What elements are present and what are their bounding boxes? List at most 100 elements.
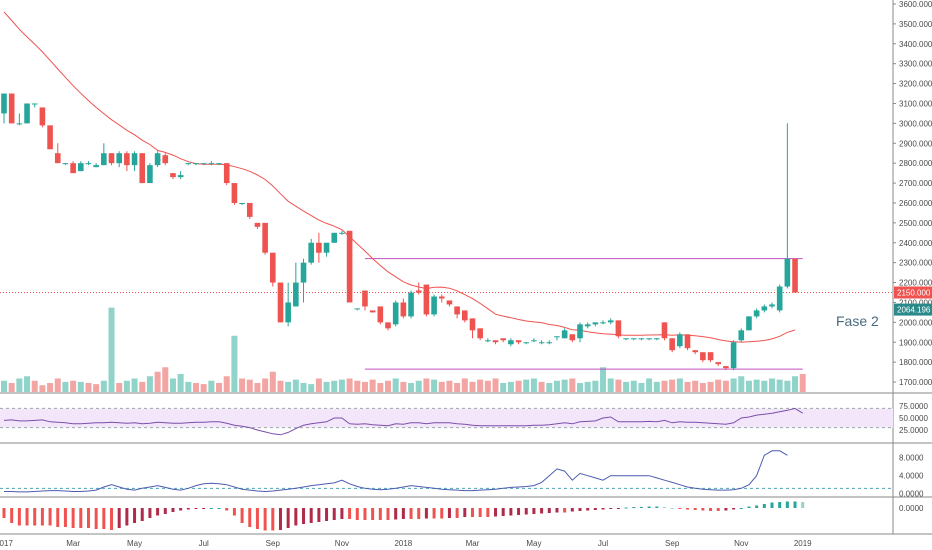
candle-body [769, 304, 775, 307]
histogram-bar [724, 508, 728, 511]
candle-body [47, 125, 53, 150]
volume-bar [500, 383, 507, 392]
histogram-bar [716, 508, 720, 511]
histogram-bar [770, 502, 774, 508]
ind2-tick-label: 0.0000 [899, 490, 924, 499]
volume-bar [239, 378, 246, 392]
candle-body [369, 310, 376, 313]
time-label: Mar [66, 539, 80, 548]
volume-bar [93, 384, 100, 392]
volume-bar [523, 379, 530, 392]
price-tick-label: 3500.000 [899, 20, 932, 29]
candle-body [331, 232, 338, 243]
volume-bar [615, 379, 622, 392]
volume-bar [653, 381, 660, 392]
histogram-bar [225, 508, 229, 511]
histogram-bar [386, 508, 390, 520]
candle-body [385, 322, 391, 329]
rsi-tick-label: 75.0000 [899, 402, 928, 411]
volume-bar [538, 381, 545, 392]
time-label: Jul [598, 539, 608, 548]
histogram-bar [463, 508, 467, 517]
histogram-bar [186, 508, 190, 510]
histogram-bar [33, 508, 37, 526]
histogram-bar [48, 508, 52, 526]
rsi-tick-label: 25.0000 [899, 426, 928, 435]
histogram-bar [302, 508, 306, 524]
volume-bar [47, 383, 54, 392]
histogram-bar [732, 508, 736, 510]
histogram-bar [762, 504, 766, 508]
grid [0, 0, 932, 535]
price-tick-label: 3600.000 [899, 0, 932, 9]
volume-bar [315, 378, 322, 392]
candle-body [469, 318, 476, 331]
histogram-bar [486, 508, 490, 517]
volume-bar [584, 381, 591, 392]
candle-body [216, 163, 222, 165]
volume-bar [331, 380, 338, 392]
price-tick-label: 2400.000 [899, 239, 932, 248]
candle-body [630, 338, 637, 340]
histogram-bar [2, 508, 6, 518]
candle-body [638, 338, 645, 340]
indicator3-panel: 0.0000 [2, 501, 924, 531]
ind2-tick-label: 8.0000 [899, 454, 924, 463]
histogram-bar [117, 508, 121, 528]
candle-body [538, 342, 545, 344]
candle-body [592, 322, 599, 325]
candle-body [600, 322, 606, 324]
candle-body [500, 338, 506, 341]
histogram-bar [378, 508, 382, 520]
histogram-bar [540, 508, 544, 514]
candle-body [177, 175, 184, 178]
candle-body [746, 316, 752, 331]
volume-bar [323, 381, 330, 392]
histogram-bar [693, 508, 697, 510]
candle-body [362, 290, 368, 307]
histogram-bar [202, 508, 206, 509]
histogram-bar [17, 508, 21, 526]
volume-bar [70, 380, 77, 392]
candle-body [784, 258, 791, 287]
volume-bar [223, 376, 230, 392]
volume-bar [669, 379, 676, 392]
candle-body [654, 338, 660, 340]
candle-body [139, 153, 146, 184]
histogram-bar [778, 502, 782, 508]
volume-bar [792, 376, 799, 392]
candle-body [761, 306, 768, 311]
volume-bar [277, 380, 284, 392]
volume-bar [799, 374, 806, 392]
second-price-tag-label: 2064.196 [897, 306, 931, 315]
histogram-bar [309, 508, 313, 523]
second-price-tag [894, 303, 932, 316]
time-label: Nov [734, 539, 748, 548]
volume-bar [630, 380, 637, 392]
histogram-bar [632, 507, 636, 508]
price-tick-label: 3400.000 [899, 40, 932, 49]
candle-body [661, 322, 668, 339]
histogram-bar [739, 508, 743, 509]
price-axis[interactable]: 1700.000 1800.000 1900.000 2000.000 2100.000… [893, 0, 932, 387]
volume-bar [477, 379, 484, 392]
volume-bar [699, 383, 706, 392]
candle-body [792, 258, 798, 293]
candle-body [300, 262, 307, 283]
volume-bar [438, 381, 445, 392]
ind3-tick-label: 0.0000 [899, 504, 924, 513]
volume-bar [108, 307, 115, 392]
histogram-bar [639, 507, 643, 508]
histogram-bar [517, 508, 521, 515]
volume-bar [730, 378, 737, 392]
histogram-bar [570, 508, 574, 512]
volume-bar [623, 381, 630, 392]
time-axis[interactable]: 2017 Mar May Jul Sep Nov 2018 Mar May Jul Sep Nov 20… [0, 539, 812, 548]
candle-body [692, 350, 698, 353]
volume-bar [530, 378, 537, 392]
price-tick-label: 3300.000 [899, 60, 932, 69]
volume-bar [707, 381, 714, 392]
volume-bar [85, 383, 92, 392]
histogram-bar [240, 508, 244, 523]
